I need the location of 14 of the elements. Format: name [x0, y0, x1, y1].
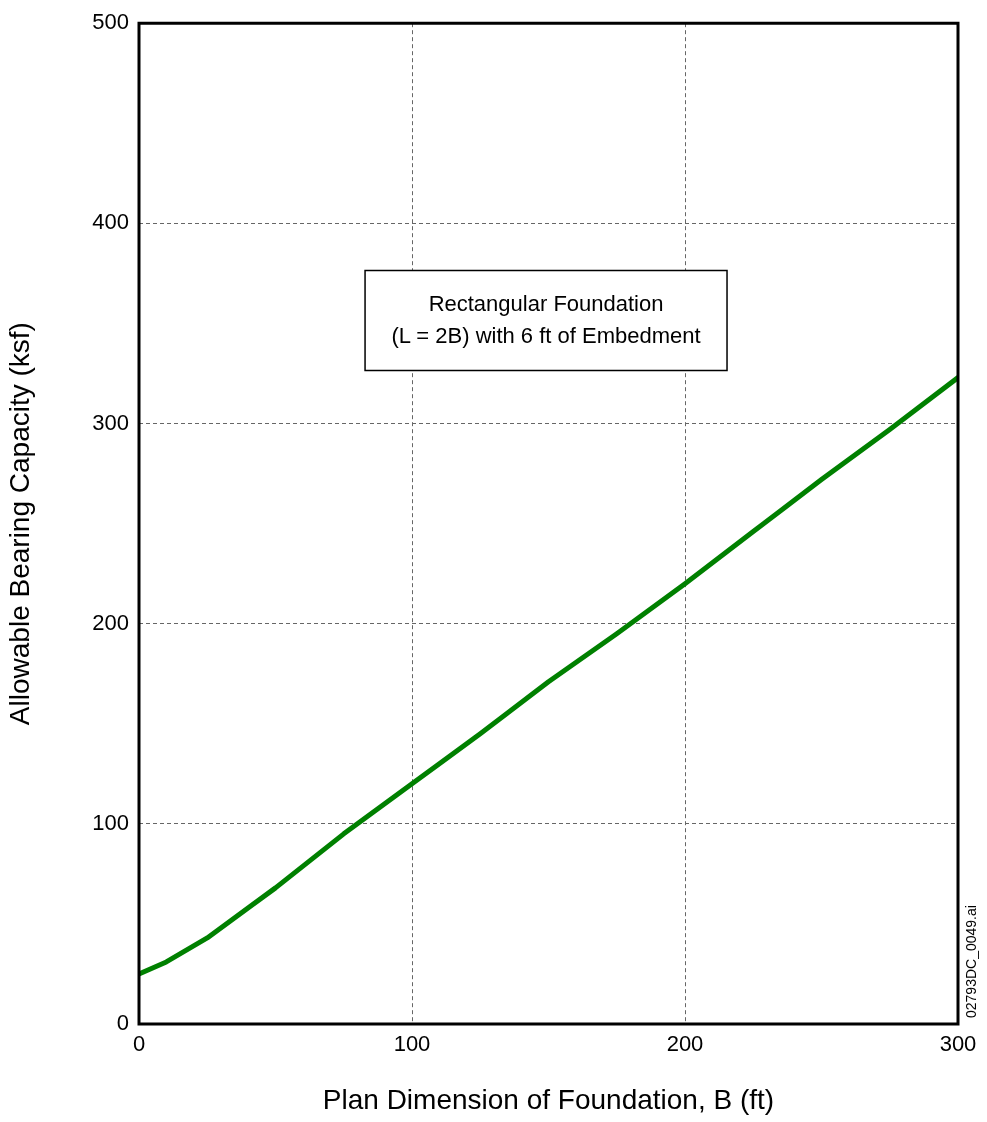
x-tick-label: 300 [939, 1031, 977, 1057]
y-tick-label: 400 [92, 209, 129, 235]
y-tick-label: 0 [116, 1010, 129, 1036]
y-tick-label: 100 [92, 809, 129, 835]
y-tick-label: 500 [92, 9, 129, 35]
x-tick-label: 200 [666, 1031, 704, 1057]
y-tick-label: 300 [92, 409, 129, 435]
y-axis-title: Allowable Bearing Capacity (ksf) [3, 322, 35, 726]
text: 02793DC_0049.ai [962, 905, 979, 1018]
x-tick-label: 0 [132, 1031, 146, 1057]
annotation: Rectangular Foundation (L = 2B) with 6 ft of Embedment [391, 290, 701, 348]
x-axis-title: Plan Dimension of Foundation, B (ft) [322, 1083, 775, 1115]
y-tick-label: 200 [92, 609, 129, 635]
x-tick-label: 100 [393, 1031, 431, 1057]
